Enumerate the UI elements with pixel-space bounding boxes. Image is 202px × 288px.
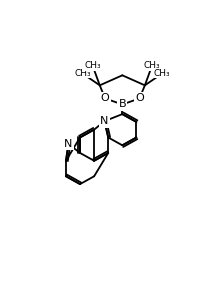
Text: B: B	[119, 99, 126, 109]
Text: CH₃: CH₃	[84, 61, 101, 70]
Text: N: N	[64, 139, 73, 149]
Text: O: O	[135, 94, 144, 103]
Text: O: O	[101, 94, 109, 103]
Text: CH₃: CH₃	[144, 61, 160, 70]
Text: N: N	[100, 116, 109, 126]
Text: CH₃: CH₃	[74, 69, 91, 78]
Text: CH₃: CH₃	[154, 69, 170, 78]
